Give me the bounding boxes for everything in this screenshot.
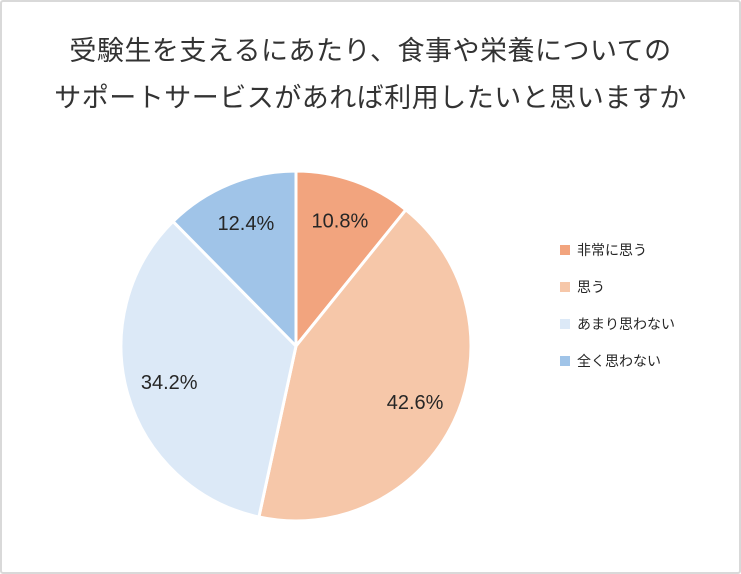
legend-item-2: 思う xyxy=(560,278,675,295)
legend: 非常に思う思うあまり思わない 全く思わない xyxy=(560,242,675,390)
legend-marker-icon xyxy=(560,318,570,329)
chart-title-line-2: サポートサービスがあれば利用したいと思いますか xyxy=(54,83,687,113)
data-label-2: 42.6% xyxy=(387,392,444,414)
legend-marker-icon xyxy=(560,244,570,255)
pie-slice-3 xyxy=(119,219,298,519)
legend-item-3: あまり思わない xyxy=(560,315,675,332)
data-label-1: 10.8% xyxy=(312,211,369,233)
legend-marker-icon xyxy=(560,355,570,366)
legend-marker-icon xyxy=(560,281,570,292)
legend-item-1: 非常に思う xyxy=(560,241,675,258)
legend-label: 全く思わない xyxy=(577,352,661,369)
legend-label: 思う xyxy=(577,278,605,295)
legend-label: あまり思わない xyxy=(577,315,675,332)
data-label-4: 12.4% xyxy=(218,213,275,235)
pie-slice-2 xyxy=(257,208,473,523)
chart-title: 受験生を支えるにあたり、食事や栄養についての サポートサービスがあれば利用したい… xyxy=(2,28,739,122)
legend-item-4: 全く思わない xyxy=(560,352,675,369)
chart-title-line-1: 受験生を支えるにあたり、食事や栄養についての xyxy=(69,36,672,66)
pie-slice-4 xyxy=(171,169,298,348)
legend-label: 非常に思う xyxy=(577,241,647,258)
data-label-3: 34.2% xyxy=(141,372,198,394)
pie-slice-1 xyxy=(294,169,408,348)
